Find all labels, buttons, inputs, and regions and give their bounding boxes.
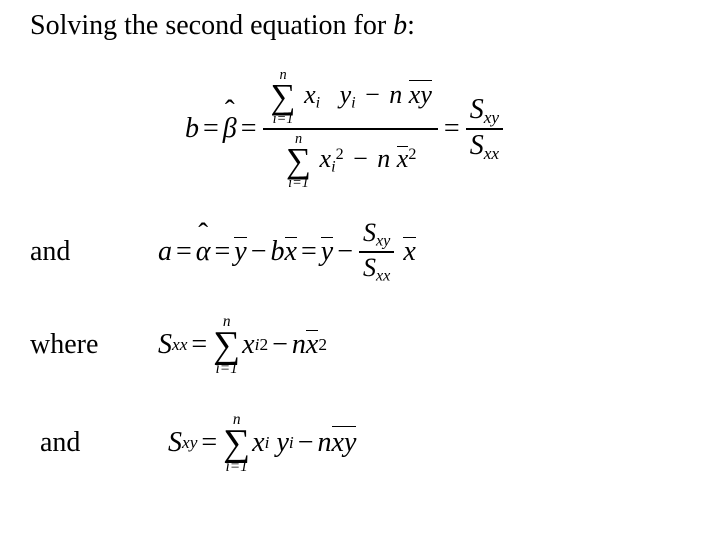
label-and-2: and xyxy=(30,427,150,459)
sym-a: a xyxy=(158,236,172,268)
row-where-sxx: where Sxx = n ∑ i=1 xi2 − n x2 xyxy=(30,300,690,390)
title-var-b: b xyxy=(393,10,407,41)
sum-sxx: n ∑ i=1 xyxy=(213,314,240,377)
row-and-a: and a = α = y − b x = y − Sxy Sxx x xyxy=(30,212,690,292)
sym-b: b xyxy=(185,113,199,145)
eq-sign: = xyxy=(203,113,219,145)
xy-bar: xy xyxy=(409,81,432,108)
sym-beta-hat: β xyxy=(223,113,237,145)
x-bar-2: x xyxy=(285,236,297,268)
sym-alpha-hat: α xyxy=(196,236,211,268)
sum-sxy: n ∑ i=1 xyxy=(223,412,250,475)
frac-main: n ∑ i=1 xi yi − n xy n ∑ i=1 xyxy=(263,66,438,193)
sum-numer: n ∑ i=1 xyxy=(271,68,296,126)
title-line: Solving the second equation for b: xyxy=(30,10,690,42)
sym-Sxy: S xyxy=(168,427,182,459)
y-bar: y xyxy=(234,236,246,268)
frac-sxy-sxx-2: Sxy Sxx xyxy=(359,218,394,287)
y-bar-2: y xyxy=(321,236,333,268)
label-where: where xyxy=(30,329,140,361)
equation-b: b = β = n ∑ i=1 xi yi − n xy xyxy=(185,54,690,204)
x-bar-4: x xyxy=(306,329,318,361)
x-bar: x xyxy=(397,145,409,172)
xy-bar-2: xy xyxy=(332,427,357,459)
sum-denom: n ∑ i=1 xyxy=(286,132,311,190)
eq-sign-3: = xyxy=(444,113,460,145)
title-pre: Solving the second equation for xyxy=(30,10,393,41)
eq-sign-2: = xyxy=(241,113,257,145)
frac-sxy-sxx: Sxy Sxx xyxy=(466,94,503,164)
sym-Sxx: S xyxy=(158,329,172,361)
title-post: : xyxy=(407,10,415,41)
label-and-1: and xyxy=(30,236,140,268)
x-bar-3: x xyxy=(403,236,415,268)
row-and-sxy: and Sxy = n ∑ i=1 xi yi − n xy xyxy=(30,398,690,488)
